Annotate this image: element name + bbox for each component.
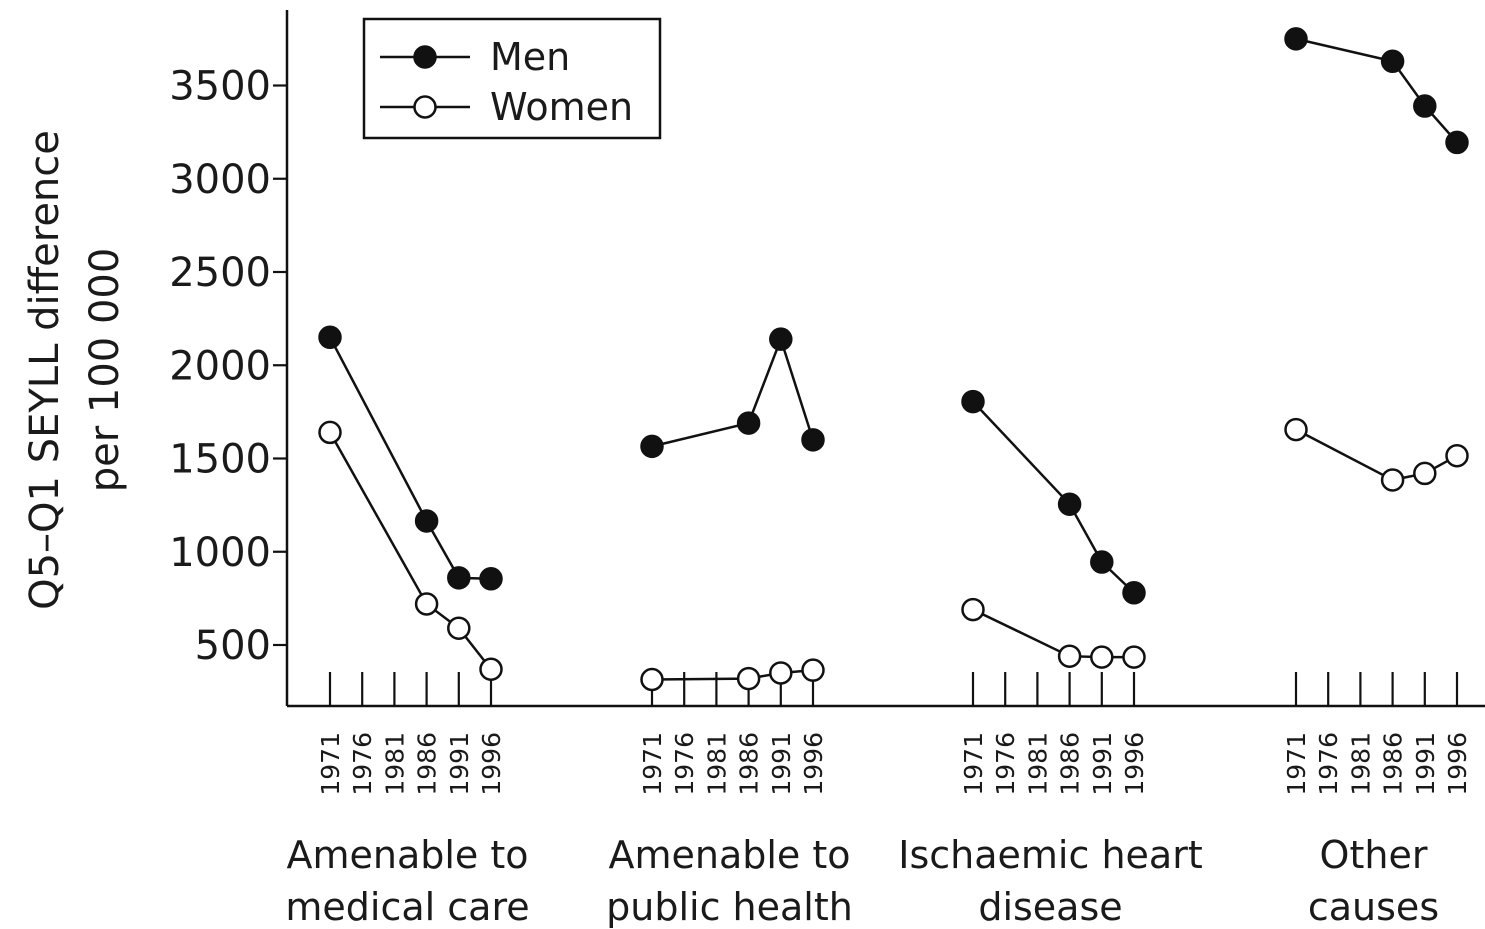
- y-tick-label: 1000: [169, 530, 271, 576]
- x-tick-label: 1986: [1379, 732, 1408, 796]
- data-point-women: [1057, 644, 1082, 668]
- data-point-women: [801, 658, 825, 682]
- series-line-women: [651, 668, 814, 681]
- data-point-men: [318, 325, 342, 350]
- data-point-men: [1284, 27, 1308, 51]
- legend-marker-men: [413, 45, 437, 69]
- data-point-women: [769, 661, 793, 685]
- x-tick-label: 1991: [767, 732, 796, 796]
- x-tick-label: 1981: [1023, 732, 1052, 796]
- data-point-women: [1413, 461, 1437, 486]
- data-point-men: [961, 389, 985, 414]
- group-label: Ischaemic heart: [898, 833, 1202, 877]
- legend-label-men: Men: [490, 35, 570, 79]
- data-point-men: [1122, 581, 1146, 605]
- group-label: Amenable to: [286, 833, 528, 877]
- y-axis-title: Q5–Q1 SEYLL difference per 100 000: [22, 130, 128, 610]
- legend: Men Women: [362, 17, 662, 140]
- data-point-men: [479, 567, 503, 591]
- series-line-women: [328, 431, 492, 671]
- x-tick-label: 1976: [1314, 732, 1343, 796]
- group-label: causes: [1308, 885, 1439, 929]
- y-axis-title-line: per 100 000: [82, 248, 128, 493]
- x-tick-label: 1981: [1346, 732, 1375, 796]
- group-label: Other: [1320, 833, 1428, 877]
- x-tick-label: 1996: [477, 732, 506, 796]
- x-tick-label: 1971: [638, 732, 667, 796]
- group: 1971 1976 1981 1986 1991 1996 Amenable to publi…: [606, 327, 853, 929]
- x-tick-label: 1976: [670, 732, 699, 796]
- series-line-men: [972, 400, 1135, 594]
- legend-marker-women: [413, 95, 437, 119]
- legend-box: [362, 17, 662, 140]
- x-tick-label: 1991: [1411, 732, 1440, 796]
- data-point-men: [1413, 94, 1437, 118]
- group: 1971 1976 1981 1986 1991 1996 Ischaemic heart d…: [898, 389, 1203, 929]
- data-point-women: [640, 667, 664, 692]
- data-point-women: [479, 657, 503, 681]
- data-point-men: [769, 327, 793, 351]
- y-axis-title-line: Q5–Q1 SEYLL difference: [22, 130, 68, 610]
- data-point-men: [414, 509, 439, 533]
- x-tick-label: 1971: [959, 732, 988, 796]
- y-tick-label: 1500: [169, 437, 271, 483]
- data-point-women: [736, 666, 761, 691]
- y-axis-ticks: 500 1000 1500 2000 2500 3000 3500: [169, 64, 287, 669]
- data-point-men: [1445, 130, 1469, 155]
- x-tick-label: 1981: [702, 732, 731, 796]
- y-tick-label: 500: [195, 623, 271, 669]
- x-tick-label: 1981: [380, 732, 409, 796]
- series-line-men: [651, 335, 815, 448]
- series-line-men: [328, 336, 492, 581]
- legend-label-women: Women: [490, 85, 633, 129]
- y-tick-label: 2000: [169, 343, 271, 389]
- x-tick-label: 1996: [1120, 732, 1149, 796]
- x-tick-label: 1971: [1282, 732, 1311, 796]
- data-point-women: [1284, 417, 1308, 442]
- y-tick-label: 3500: [169, 64, 271, 110]
- group-label: Amenable to: [608, 833, 850, 877]
- data-point-women: [1380, 468, 1405, 492]
- data-point-men: [1380, 49, 1405, 74]
- data-point-women: [318, 420, 342, 445]
- x-tick-label: 1991: [1088, 732, 1117, 796]
- series-line-women: [1295, 428, 1458, 482]
- x-tick-label: 1986: [413, 732, 442, 796]
- x-tick-label: 1996: [799, 732, 828, 796]
- x-tick-label: 1986: [1056, 732, 1085, 796]
- x-tick-label: 1996: [1443, 732, 1472, 796]
- y-tick-label: 3000: [169, 157, 271, 203]
- x-tick-label: 1976: [348, 732, 377, 796]
- group-label: medical care: [285, 885, 529, 929]
- data-point-women: [447, 616, 471, 640]
- x-tick-label: 1991: [445, 732, 474, 796]
- x-tick-label: 1976: [991, 732, 1020, 796]
- data-point-men: [640, 434, 664, 459]
- data-point-men: [447, 566, 471, 590]
- data-point-men: [1090, 550, 1114, 574]
- x-tick-label: 1971: [316, 732, 345, 796]
- group-label: disease: [978, 885, 1122, 929]
- x-tick-label: 1986: [735, 732, 764, 796]
- data-point-men: [736, 411, 761, 435]
- group: 1971 1976 1981 1986 1991 1996 Amenable to medic…: [285, 325, 530, 929]
- y-tick-label: 2500: [169, 250, 271, 296]
- data-point-women: [414, 592, 439, 616]
- group-label: public health: [606, 885, 853, 929]
- data-point-women: [961, 597, 985, 622]
- series-line-women: [972, 608, 1134, 659]
- axes: [285, 10, 1485, 708]
- data-point-women: [1445, 443, 1469, 468]
- series-line-men: [1295, 37, 1458, 144]
- data-point-men: [1057, 492, 1082, 516]
- data-point-men: [801, 428, 825, 452]
- data-point-women: [1090, 645, 1114, 669]
- group: 1971 1976 1981 1986 1991 1996 Other causes: [1282, 27, 1472, 929]
- data-point-women: [1122, 645, 1146, 669]
